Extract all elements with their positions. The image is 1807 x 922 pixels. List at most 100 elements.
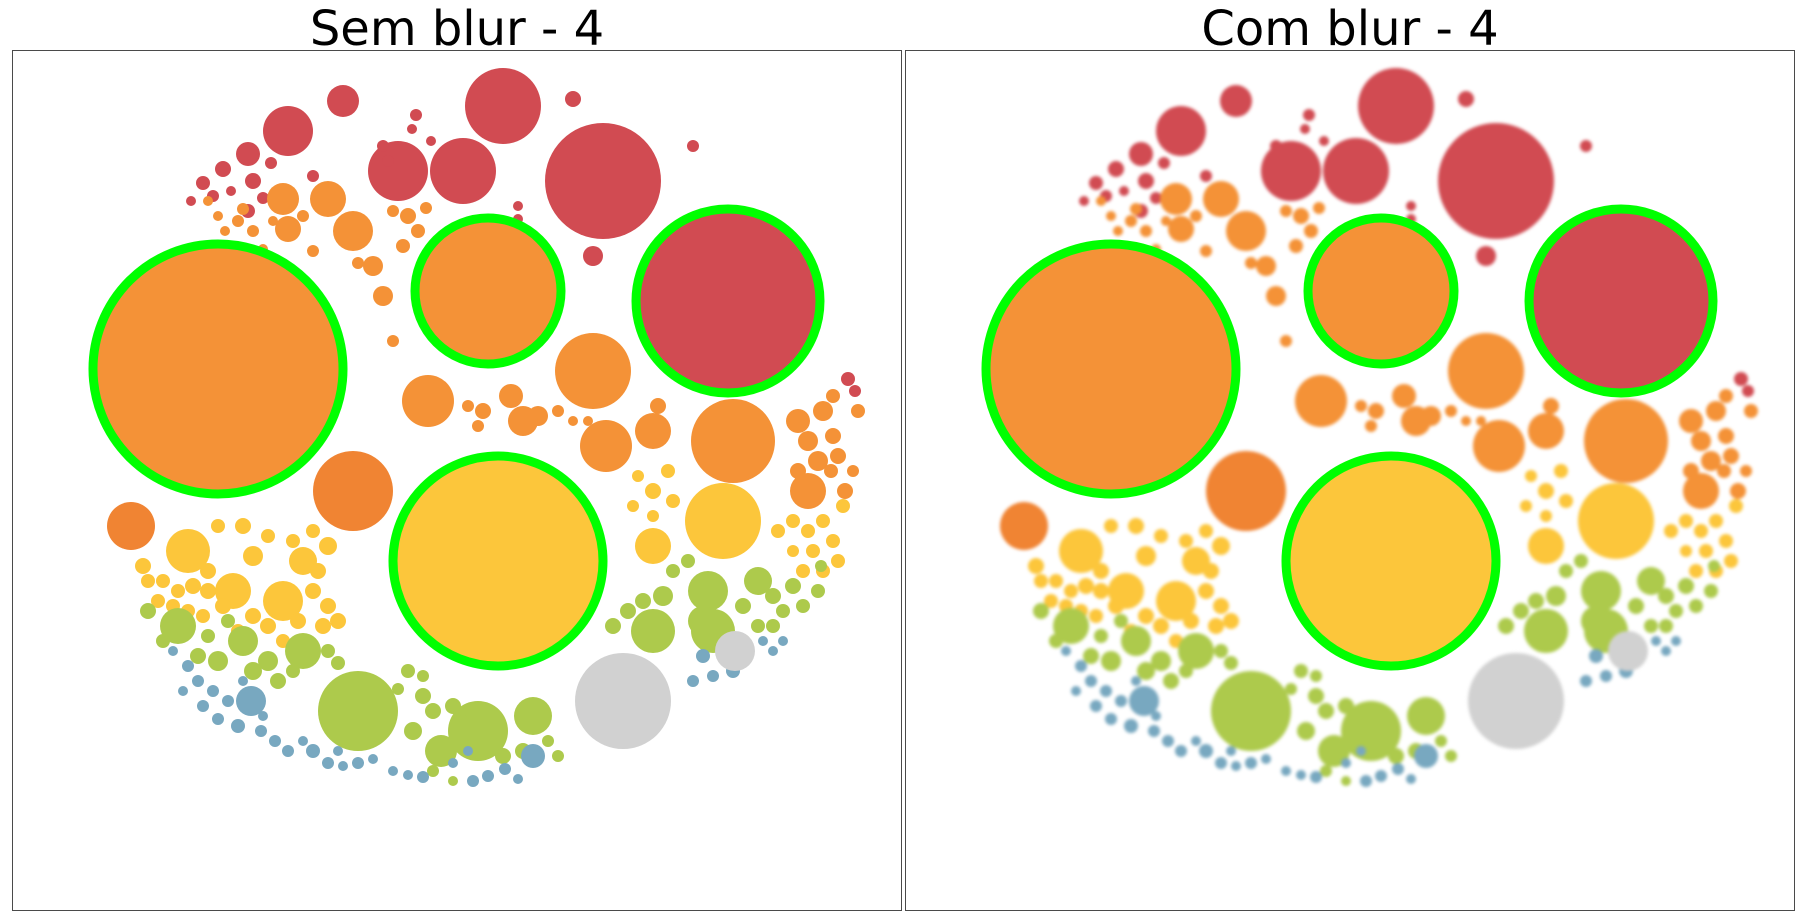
bubble [1473,420,1525,472]
bubble [1304,224,1318,238]
bubble [403,770,413,780]
bubble [243,546,263,566]
bubble [1213,598,1229,614]
bubble [1608,631,1648,671]
bubble [307,245,319,257]
bubble [1281,766,1291,776]
bubble [1161,216,1171,226]
bubble [1476,416,1486,426]
bubble [1215,757,1227,769]
bubble [196,176,210,190]
bubble [786,514,800,528]
bubble [269,735,281,747]
bubble [286,534,300,548]
bubble [1113,226,1123,236]
bubble [411,224,425,238]
bubble [1355,400,1367,412]
bubble [1275,155,1287,167]
bubble [245,608,261,624]
bubble [463,746,473,756]
bubble [575,653,671,749]
bubble [1445,750,1457,762]
bubble [1580,675,1592,687]
bubble [813,401,833,421]
bubbles-group [1000,68,1758,787]
bubble [691,399,775,483]
bubble [282,745,294,757]
bubble [186,196,196,206]
bubble [1090,700,1102,712]
bubble [1300,124,1310,134]
bubble [307,170,319,182]
bubble [514,697,552,735]
bubble [1044,594,1058,608]
bubble [201,629,215,643]
bubble [836,499,850,513]
bubble [1214,644,1228,658]
bubble [215,598,231,614]
bubble [1203,181,1239,217]
bubble [237,203,249,215]
bubble [1108,161,1124,177]
bubble [1179,534,1193,548]
bubble [1071,686,1081,696]
bubble [352,757,364,769]
bubble [768,646,778,656]
bubble [1168,216,1194,242]
bubble [318,671,398,751]
bubble [1294,664,1308,678]
bubble [1680,545,1692,557]
bubble-image-no-blur [88,68,865,787]
panel-title-no-blur: Sem blur - 4 [309,1,605,57]
bubble [1093,563,1109,579]
bubble [220,226,230,236]
bubble [200,583,216,599]
bubble [1089,176,1103,190]
bubble [1704,584,1718,598]
bubble [1224,656,1238,670]
bubble [1203,563,1219,579]
bubble [196,609,210,623]
bubble [687,675,699,687]
bubble [1212,537,1230,555]
bubble [1156,106,1206,156]
bubble [1528,528,1564,564]
bubble [1289,239,1303,253]
bubble [808,451,828,471]
bubble [1694,524,1708,538]
bubble [1270,140,1282,152]
bubble [415,688,431,704]
bubble [798,431,818,451]
bubble [744,567,772,595]
image-frame-no-blur [12,50,902,911]
bubble [263,106,313,156]
bubble [407,124,417,134]
bubble [1266,286,1286,306]
bubble [1723,448,1739,464]
bubble [1589,649,1603,663]
bubble [1406,774,1416,784]
bubble [427,765,439,777]
bubble [1105,713,1117,725]
bubble [1128,518,1144,534]
bubble [1138,608,1154,624]
bubble [1256,256,1276,276]
bubble [1708,560,1720,572]
bubble [1138,173,1154,189]
bubble [1740,465,1752,477]
bubble [306,744,320,758]
bubble [382,155,394,167]
bubble [1392,763,1404,775]
bubble [417,670,429,682]
bubble [1296,770,1306,780]
bubble [387,205,399,217]
bubble [681,554,695,568]
bubble [261,529,275,543]
bubble [245,173,261,189]
bubble [580,420,632,472]
bubble [1119,186,1129,196]
bubble [583,416,593,426]
bubble [513,774,523,784]
highlighted-bubble [388,451,608,671]
bubble [1245,757,1257,769]
